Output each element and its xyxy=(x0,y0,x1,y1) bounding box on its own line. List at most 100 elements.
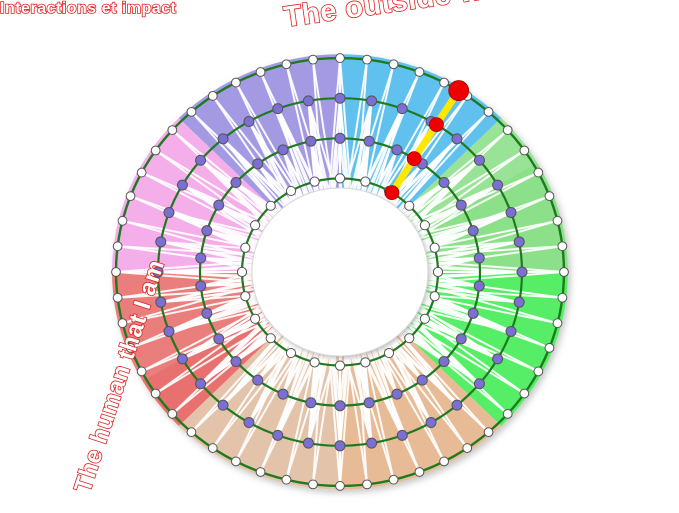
graph-nodes xyxy=(111,53,569,491)
graph-node xyxy=(334,92,346,104)
highlighted-node xyxy=(429,117,444,133)
graph-node xyxy=(451,399,463,411)
graph-node xyxy=(502,125,513,136)
graph-node xyxy=(439,456,449,467)
graph-node xyxy=(207,443,218,453)
graph-node xyxy=(243,115,255,127)
graph-node xyxy=(217,399,229,411)
graph-node xyxy=(363,135,375,147)
highlighted-node xyxy=(448,80,470,101)
graph-node xyxy=(265,333,276,344)
graph-node xyxy=(414,67,425,77)
graph-node xyxy=(552,215,563,226)
graph-node xyxy=(285,347,297,359)
graph-node xyxy=(195,378,207,390)
graph-node xyxy=(195,252,207,264)
graph-node xyxy=(163,325,175,337)
graph-node xyxy=(334,400,346,412)
graph-node xyxy=(362,479,372,490)
graph-node xyxy=(240,291,251,302)
graph-node xyxy=(195,280,207,292)
graph-node xyxy=(308,54,318,65)
graph-node xyxy=(360,176,371,187)
graph-node xyxy=(305,397,317,409)
graph-node xyxy=(285,185,297,197)
graph-node xyxy=(544,191,555,202)
graph-node xyxy=(432,266,444,278)
highlighted-node xyxy=(384,185,400,201)
graph-node xyxy=(492,179,504,191)
graph-node xyxy=(429,242,440,253)
graph-node xyxy=(334,173,346,184)
graph-node xyxy=(272,429,284,441)
graph-node xyxy=(391,144,403,156)
graph-node xyxy=(419,220,430,231)
graph-node xyxy=(231,77,241,88)
graph-node xyxy=(519,388,530,399)
highlighted-path xyxy=(384,80,470,201)
graph-node xyxy=(559,267,569,277)
graph-node xyxy=(281,59,292,70)
graph-node xyxy=(195,154,207,166)
graph-node xyxy=(213,199,225,211)
graph-node xyxy=(552,318,563,329)
graph-node xyxy=(557,241,568,252)
graph-node xyxy=(136,366,147,377)
graph-node xyxy=(462,443,473,453)
graph-node xyxy=(186,427,197,438)
graph-node xyxy=(363,397,375,409)
graph-node xyxy=(513,236,525,248)
graph-node xyxy=(544,342,555,353)
graph-node xyxy=(429,291,440,302)
graph-node xyxy=(404,333,415,344)
graph-node xyxy=(473,280,485,292)
graph-node xyxy=(255,467,266,477)
graph-node xyxy=(152,266,164,278)
graph-node xyxy=(334,440,346,452)
graph-node xyxy=(112,241,123,252)
graph-node xyxy=(201,225,213,237)
graph-node xyxy=(150,388,161,399)
graph-node xyxy=(230,177,242,189)
graph-node xyxy=(366,437,378,449)
graph-node xyxy=(404,200,415,211)
graph-node xyxy=(362,54,372,65)
graph-node xyxy=(396,429,408,441)
graph-node xyxy=(502,408,513,419)
graph-node xyxy=(388,474,399,485)
graph-node xyxy=(483,106,494,117)
graph-node xyxy=(419,313,430,324)
highlighted-node xyxy=(406,151,422,167)
graph-node xyxy=(557,292,568,303)
graph-node xyxy=(230,355,242,367)
graph-node xyxy=(213,333,225,345)
graph-node xyxy=(186,106,197,117)
graph-node xyxy=(492,353,504,365)
graph-node xyxy=(281,474,292,485)
graph-node xyxy=(473,378,485,390)
graph-node xyxy=(155,236,167,248)
graph-node xyxy=(217,133,229,145)
graph-node xyxy=(167,125,178,136)
graph-node xyxy=(533,167,544,178)
graph-node xyxy=(388,59,399,70)
graph-node xyxy=(111,267,121,277)
graph-node xyxy=(473,252,485,264)
graph-node xyxy=(163,207,175,219)
graph-node xyxy=(240,242,251,253)
graph-node xyxy=(451,133,463,145)
graph-node xyxy=(231,456,241,467)
graph-node xyxy=(308,479,318,490)
graph-node xyxy=(150,145,161,156)
graph-node xyxy=(334,132,346,144)
graph-node xyxy=(516,266,528,278)
graph-node xyxy=(201,307,213,319)
graph-node xyxy=(391,388,403,400)
graph-node xyxy=(383,347,395,359)
graph-node xyxy=(455,333,467,345)
graph-node xyxy=(302,437,314,449)
graph-node xyxy=(513,296,525,308)
graph-node xyxy=(265,200,276,211)
graph-node xyxy=(277,388,289,400)
